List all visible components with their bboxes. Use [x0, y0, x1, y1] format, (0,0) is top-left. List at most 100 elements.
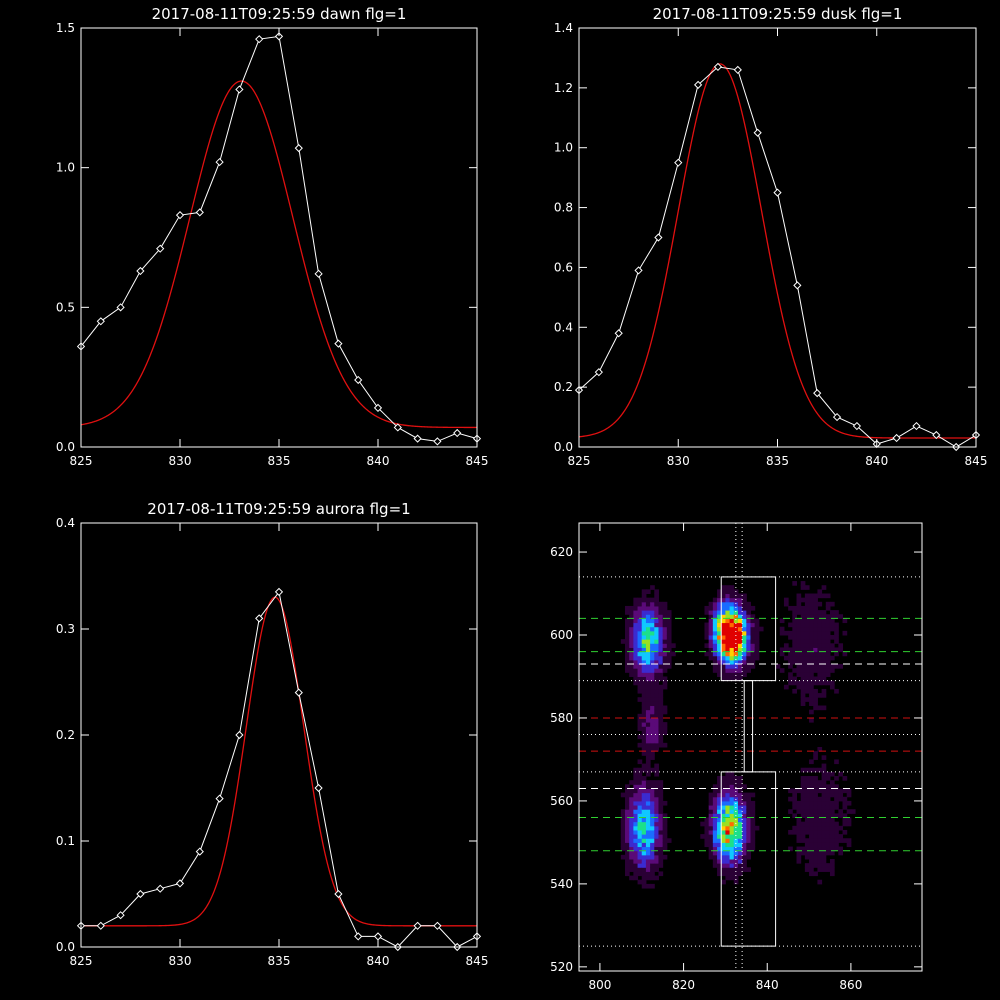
heatmap-cell	[629, 838, 634, 843]
heatmap-cell	[650, 809, 655, 814]
heatmap-cell	[712, 610, 718, 615]
heatmap-cell	[725, 771, 731, 777]
heatmap-cell	[662, 854, 668, 860]
heatmap-cell	[737, 593, 743, 599]
heatmap-cell	[817, 668, 823, 673]
heatmap-cell	[804, 821, 810, 827]
heatmap-cell	[704, 643, 710, 648]
heatmap-cell	[737, 639, 743, 644]
heatmap-cell	[821, 867, 827, 872]
heatmap-cell	[662, 705, 668, 711]
heatmap-cell	[821, 813, 827, 819]
heatmap-cell	[813, 610, 818, 615]
heatmap-cell	[641, 705, 647, 711]
heatmap-cell	[629, 854, 634, 860]
heatmap-cell	[658, 829, 664, 835]
heatmap-cell	[625, 635, 630, 640]
heatmap-cell	[783, 647, 789, 653]
heatmap-cell	[725, 643, 731, 648]
heatmap-cell	[742, 668, 747, 673]
heatmap-cell	[637, 825, 643, 831]
heatmap-cell	[654, 867, 659, 872]
heatmap-cell	[625, 809, 630, 814]
heatmap-cell	[650, 709, 655, 715]
heatmap-cell	[658, 709, 664, 715]
heatmap-cell	[658, 805, 664, 810]
heatmap-cell	[650, 639, 655, 644]
heatmap-cell	[633, 796, 639, 802]
heatmap-cell	[629, 813, 634, 819]
heatmap-cell	[821, 838, 827, 843]
heatmap-cell	[825, 842, 831, 848]
heatmap-cell	[650, 722, 655, 727]
heatmap-cell	[637, 655, 643, 661]
heatmap-cell	[821, 846, 827, 852]
heatmap-cell	[825, 800, 831, 806]
heatmap-cell	[821, 680, 827, 686]
heatmap-cell	[737, 829, 743, 835]
heatmap-cell	[721, 776, 726, 781]
heatmap-cell	[637, 597, 643, 603]
heatmap-cell	[742, 796, 747, 802]
heatmap-cell	[637, 817, 643, 823]
heatmap-cell	[742, 825, 747, 831]
heatmap-cell	[641, 867, 647, 872]
heatmap-cell	[750, 805, 756, 810]
heatmap-cell	[813, 871, 818, 877]
heatmap-cell	[838, 813, 844, 819]
heatmap-cell	[796, 846, 802, 852]
heatmap-cell	[788, 788, 793, 794]
heatmap-cell	[654, 705, 659, 711]
heatmap-cell	[717, 784, 722, 789]
heatmap-cell	[804, 800, 810, 806]
heatmap-cell	[725, 618, 731, 624]
heatmap-cell	[712, 834, 718, 839]
heatmap-cell	[658, 647, 664, 653]
heatmap-cell	[750, 809, 756, 814]
heatmap-cell	[829, 614, 835, 619]
heatmap-cell	[725, 651, 731, 657]
heatmap-cell	[825, 776, 831, 781]
heatmap-cell	[729, 622, 735, 628]
heatmap-cell	[645, 821, 651, 827]
heatmap-cell	[650, 622, 655, 628]
heatmap-cell	[825, 838, 831, 843]
heatmap-cell	[817, 593, 823, 599]
heatmap-cell	[821, 800, 827, 806]
heatmap-cell	[834, 834, 839, 839]
heatmap-cell	[733, 863, 739, 868]
heatmap-cell	[650, 850, 655, 856]
heatmap-cell	[620, 813, 626, 819]
heatmap-cell	[629, 651, 634, 657]
heatmap-cell	[654, 726, 659, 731]
heatmap-cell	[817, 879, 823, 885]
heatmap-cell	[658, 846, 664, 852]
heatmap-cell	[721, 601, 726, 607]
heatmap-cell	[658, 630, 664, 636]
heatmap-cell	[704, 829, 710, 835]
data-point-marker	[294, 144, 303, 153]
heatmap-cell	[708, 643, 714, 648]
heatmap-cell	[742, 842, 747, 848]
heatmap-cell	[629, 643, 634, 648]
heatmap-cell	[788, 680, 793, 686]
heatmap-cell	[641, 688, 647, 694]
heatmap-cell	[737, 813, 743, 819]
heatmap-cell	[650, 813, 655, 819]
data-point-marker	[813, 389, 822, 398]
heatmap-cell	[750, 605, 756, 611]
heatmap-cell	[788, 664, 793, 669]
heatmap-cell	[821, 630, 827, 636]
heatmap-cell	[737, 788, 743, 794]
heatmap-cell	[804, 643, 810, 648]
heatmap-cell	[834, 784, 839, 789]
heatmap-cell	[737, 800, 743, 806]
heatmap-cell	[654, 805, 659, 810]
heatmap-cell	[825, 792, 831, 798]
heatmap-cell	[650, 655, 655, 661]
heatmap-cell	[654, 655, 659, 661]
heatmap-cell	[641, 850, 647, 856]
heatmap-cell	[725, 622, 731, 628]
data-point-marker	[713, 62, 723, 72]
